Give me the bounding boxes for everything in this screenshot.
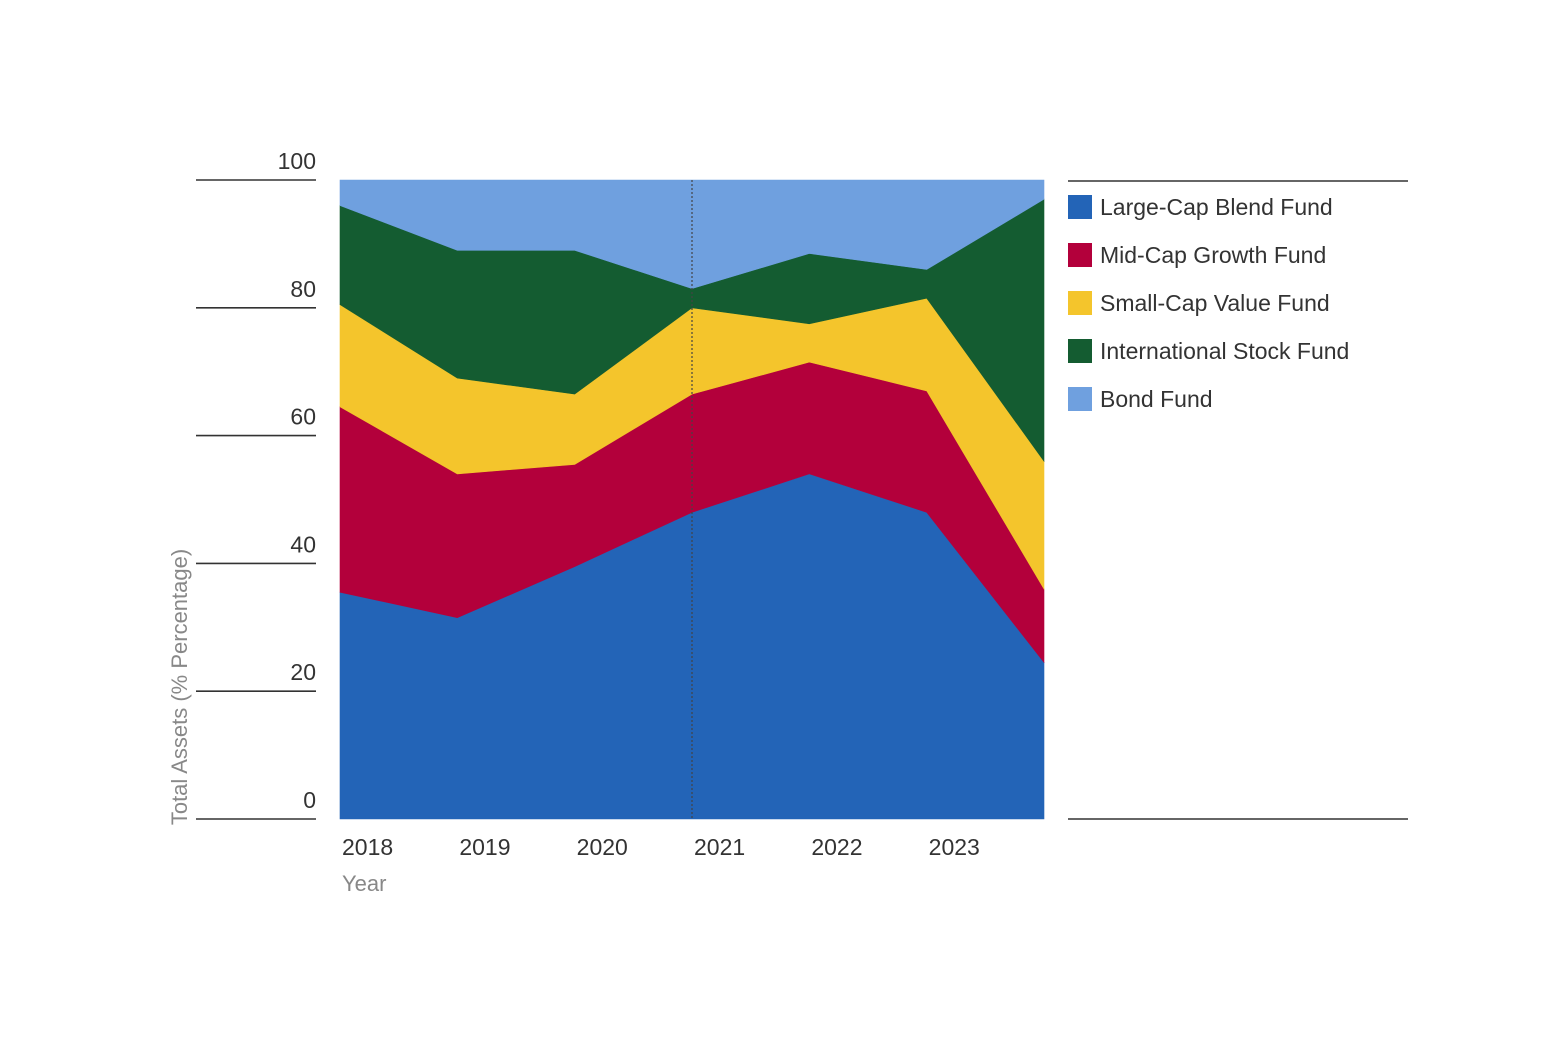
legend-label: Small-Cap Value Fund (1100, 290, 1330, 316)
y-tick-label: 100 (278, 148, 316, 174)
legend-swatch (1068, 243, 1092, 267)
x-tick-label: 2019 (459, 834, 510, 860)
plot-area (339, 179, 1045, 820)
legend-swatch (1068, 291, 1092, 315)
y-tick-label: 40 (290, 531, 316, 557)
y-tick-label: 60 (290, 404, 316, 430)
x-tick-label: 2021 (694, 834, 745, 860)
y-axis-title: Total Assets (% Percentage) (167, 549, 192, 825)
series-area-bond-fund (339, 179, 1045, 289)
x-axis: 2018 2019 2020 2021 2022 2023 (342, 834, 980, 860)
y-tick-label: 0 (303, 787, 316, 813)
legend-swatch (1068, 195, 1092, 219)
x-tick-label: 2018 (342, 834, 393, 860)
legend-label: International Stock Fund (1100, 338, 1349, 364)
y-tick-label: 80 (290, 276, 316, 302)
y-axis: 0 20 40 60 80 100 (196, 148, 316, 820)
y-tick-label: 20 (290, 659, 316, 685)
legend-label: Large-Cap Blend Fund (1100, 194, 1333, 220)
x-axis-title: Year (342, 871, 386, 896)
x-tick-label: 2023 (929, 834, 980, 860)
x-tick-label: 2022 (811, 834, 862, 860)
x-tick-label: 2020 (577, 834, 628, 860)
legend-label: Bond Fund (1100, 386, 1213, 412)
legend: Large-Cap Blend Fund Mid-Cap Growth Fund S… (1068, 180, 1408, 820)
legend-label: Mid-Cap Growth Fund (1100, 242, 1326, 268)
legend-swatch (1068, 387, 1092, 411)
legend-swatch (1068, 339, 1092, 363)
